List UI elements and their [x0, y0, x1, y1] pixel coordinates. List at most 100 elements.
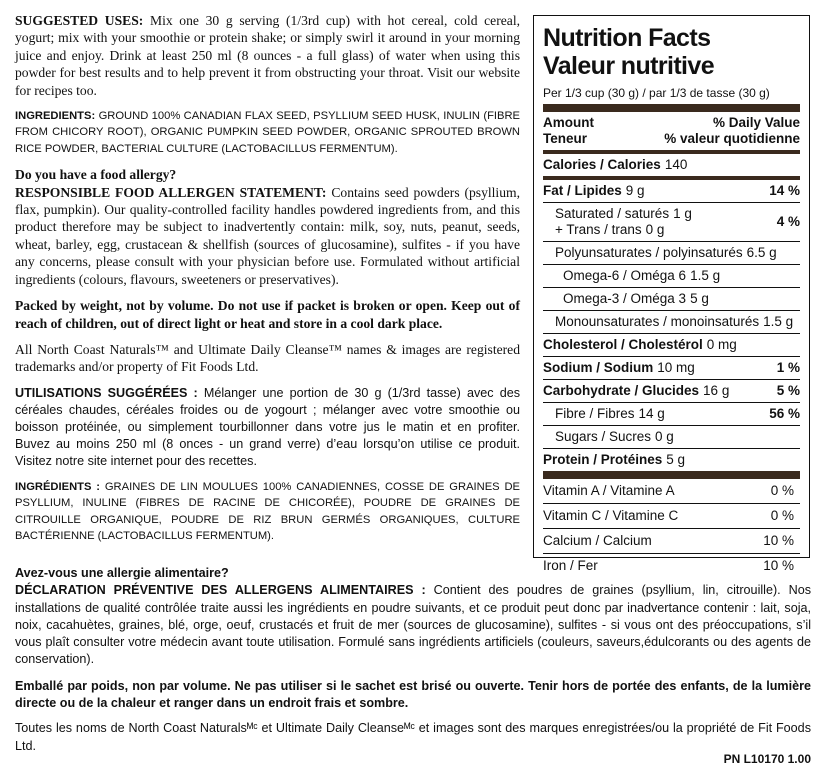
- text: Mélanger une portion de 30 g (1/3rd tass…: [15, 385, 521, 468]
- header: Teneur: [543, 131, 588, 146]
- label: Vitamin A / Vitamine A: [543, 483, 675, 498]
- dv: 1 %: [776, 360, 800, 375]
- row: Sodium / Sodium 10 mg 1 %: [543, 357, 800, 380]
- amount: 1.5 g: [690, 268, 721, 283]
- label: Vitamin C / Vitamine C: [543, 508, 679, 523]
- amount: 5 g: [690, 291, 709, 306]
- dv: 56 %: [769, 406, 800, 421]
- header: Amount: [543, 115, 594, 130]
- text: GROUND 100% CANADIAN FLAX SEED, PSYLLIUM…: [15, 110, 521, 155]
- ingredients-en: INGREDIENTS: GROUND 100% CANADIAN FLAX S…: [15, 108, 520, 157]
- row: Monounsaturates / monoinsaturés 1.5 g: [543, 311, 800, 334]
- heading: INGREDIENTS:: [15, 110, 96, 123]
- heading: DÉCLARATION PRÉVENTIVE DES ALLERGENS ALI…: [15, 583, 426, 598]
- vitamin-row: Vitamin A / Vitamine A 0 %: [543, 479, 800, 504]
- label: Saturated / saturés: [555, 206, 670, 221]
- nutrition-facts: Nutrition Facts Valeur nutritive Per 1/3…: [533, 15, 810, 573]
- amount: 0 g: [655, 429, 674, 444]
- row: Omega-6 / Oméga 6 1.5 g: [543, 265, 800, 288]
- row: Protein / Protéines 5 g: [543, 449, 800, 479]
- amount: 5 g: [666, 452, 686, 467]
- heading: RESPONSIBLE FOOD ALLERGEN STATEMENT:: [15, 184, 327, 200]
- header-row: Amount % Daily Value: [543, 112, 800, 131]
- row: Carbohydrate / Glucides 16 g 5 %: [543, 380, 800, 403]
- amount: 0 mg: [706, 337, 737, 352]
- vitamin-row: Calcium / Calcium 10 %: [543, 529, 800, 554]
- trademark-fr: Toutes les noms de North Coast Naturalsᴹ…: [15, 720, 811, 755]
- amount: 10 mg: [657, 360, 695, 375]
- heading: Avez-vous une allergie alimentaire?: [15, 566, 229, 580]
- left-column: SUGGESTED USES: Mix one 30 g serving (1/…: [15, 12, 520, 553]
- row: Calories / Calories 140: [543, 154, 800, 180]
- row: Cholesterol / Cholestérol 0 mg: [543, 334, 800, 357]
- text: Contains seed powders (psyllium, flax, p…: [15, 184, 520, 287]
- allergen-fr: Avez-vous une allergie alimentaire? DÉCLA…: [15, 565, 811, 669]
- packed-fr: Emballé par poids, non par volume. Ne pa…: [15, 678, 811, 713]
- amount: 6.5 g: [746, 245, 777, 260]
- allergen-en: Do you have a food allergy? RESPONSIBLE F…: [15, 166, 520, 288]
- row: Saturated / saturés 1 g + Trans / trans 0 g…: [543, 203, 800, 242]
- label: Sodium / Sodium: [543, 360, 654, 375]
- title: Valeur nutritive: [543, 52, 715, 80]
- amount: 140: [664, 157, 688, 172]
- heading: UTILISATIONS SUGGÉRÉES :: [15, 385, 198, 400]
- ingredients-fr: INGRÉDIENTS : GRAINES DE LIN MOULUES 100…: [15, 479, 520, 545]
- label: Calcium / Calcium: [543, 533, 652, 548]
- label: Cholesterol / Cholestérol: [543, 337, 703, 352]
- amount: 1 g: [673, 206, 692, 221]
- packed-en: Packed by weight, not by volume. Do not …: [15, 297, 520, 332]
- amount: 0 g: [645, 222, 665, 237]
- part-number: PN L10170 1.00: [723, 752, 811, 766]
- label: Carbohydrate / Glucides: [543, 383, 700, 398]
- amount: 14 g: [638, 406, 665, 421]
- amount: 9 g: [625, 183, 645, 198]
- text: Mix one 30 g serving (1/3rd cup) with ho…: [15, 13, 520, 98]
- dv: 0 %: [770, 483, 794, 498]
- label: Monounsaturates / monoinsaturés: [555, 314, 760, 329]
- label: Sugars / Sucres: [555, 429, 652, 444]
- heading: SUGGESTED USES:: [15, 13, 144, 28]
- label: Calories / Calories: [543, 157, 661, 172]
- amount: 16 g: [703, 383, 730, 398]
- label: Fat / Lipides: [543, 183, 622, 198]
- dv: 5 %: [776, 383, 800, 398]
- text: Toutes les noms de North Coast Naturalsᴹ…: [15, 721, 811, 753]
- bottom-section: Avez-vous une allergie alimentaire? DÉCLA…: [15, 565, 811, 763]
- text: GRAINES DE LIN MOULUES 100% CANADIENNES,…: [15, 480, 521, 542]
- label: Fibre / Fibres: [555, 406, 635, 421]
- heading: Do you have a food allergy?: [15, 167, 177, 183]
- row: Fibre / Fibres 14 g 56 %: [543, 403, 800, 426]
- text: All North Coast Naturals™ and Ultimate D…: [15, 341, 520, 375]
- text: Contient des poudres de graines (psylliu…: [15, 583, 812, 667]
- vitamin-row: Vitamin C / Vitamine C 0 %: [543, 504, 800, 529]
- label: Omega-6 / Oméga 6: [563, 268, 687, 283]
- uses-fr: UTILISATIONS SUGGÉRÉES : Mélanger une po…: [15, 385, 520, 470]
- uses-en: SUGGESTED USES: Mix one 30 g serving (1/…: [15, 12, 520, 99]
- dv: 0 %: [770, 508, 794, 523]
- label: Polyunsaturates / polyinsaturés: [555, 245, 743, 260]
- dv: 14 %: [769, 183, 800, 198]
- trademark-en: All North Coast Naturals™ and Ultimate D…: [15, 341, 520, 376]
- label: Omega-3 / Oméga 3: [563, 291, 687, 306]
- text: Emballé par poids, non par volume. Ne pa…: [15, 678, 811, 711]
- header: % Daily Value: [712, 115, 800, 130]
- row: Polyunsaturates / polyinsaturés 6.5 g: [543, 242, 800, 265]
- amount: 1.5 g: [763, 314, 794, 329]
- row: Sugars / Sucres 0 g: [543, 426, 800, 449]
- text: Packed by weight, not by volume. Do not …: [15, 298, 520, 331]
- dv: 4 %: [776, 214, 800, 229]
- dv: 10 %: [763, 558, 794, 573]
- label: + Trans / trans: [555, 222, 642, 237]
- serving: Per 1/3 cup (30 g) / par 1/3 de tasse (3…: [543, 80, 800, 112]
- header: % valeur quotidienne: [664, 131, 800, 146]
- label: Protein / Protéines: [543, 452, 663, 467]
- header-row: Teneur % valeur quotidienne: [543, 131, 800, 154]
- row: Fat / Lipides 9 g 14 %: [543, 180, 800, 203]
- label: Iron / Fer: [543, 558, 598, 573]
- title: Nutrition Facts: [543, 24, 711, 52]
- vitamin-row: Iron / Fer 10 %: [543, 554, 800, 578]
- dv: 10 %: [763, 533, 794, 548]
